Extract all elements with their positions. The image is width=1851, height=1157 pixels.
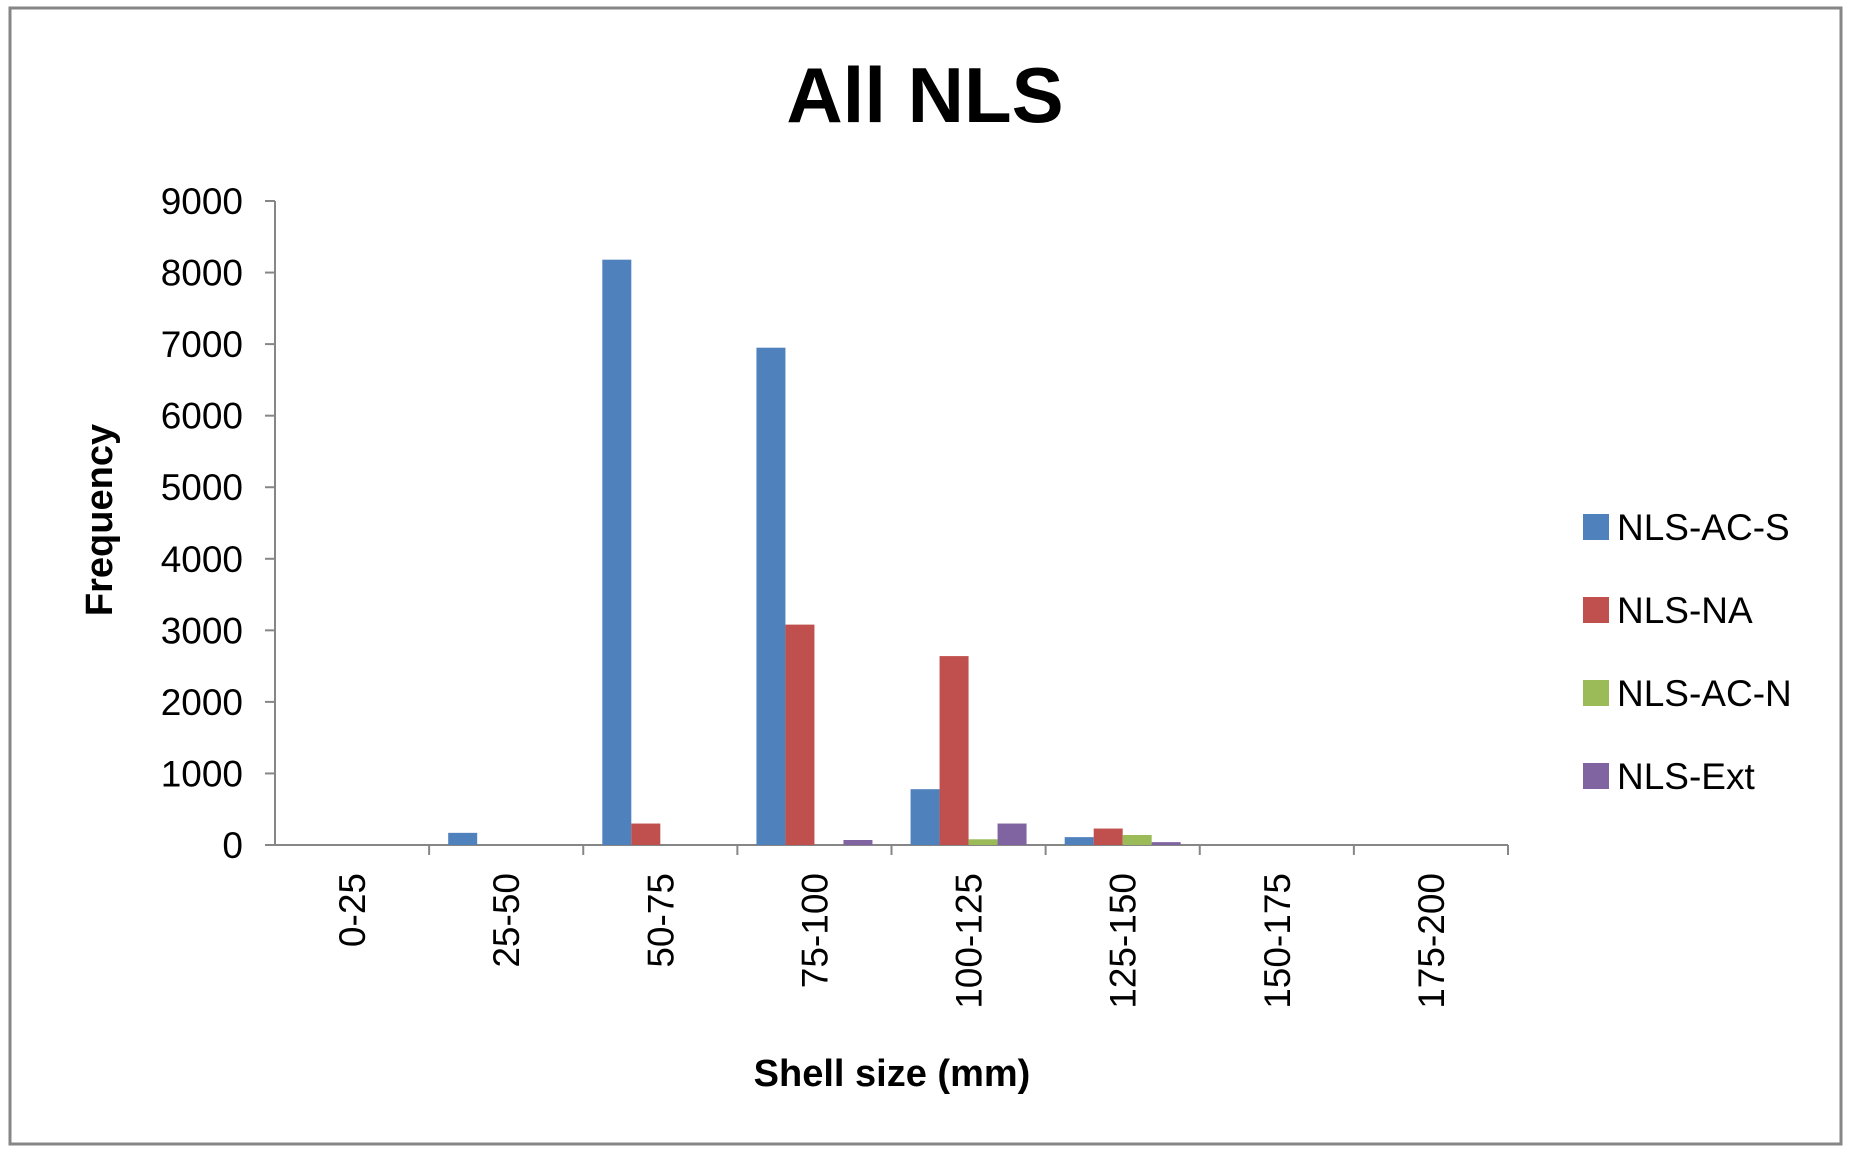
y-axis-title: Frequency <box>79 424 121 616</box>
bar <box>785 624 815 845</box>
bar <box>1093 828 1123 845</box>
x-tick-label: 0-25 <box>332 873 373 947</box>
legend-swatch <box>1583 597 1609 623</box>
legend-label: NLS-AC-N <box>1617 673 1792 714</box>
x-tick-label: 150-175 <box>1257 873 1298 1009</box>
legend-swatch <box>1583 514 1609 540</box>
bar <box>756 347 786 845</box>
bar <box>843 839 873 845</box>
bar <box>910 789 940 845</box>
y-tick-label: 0 <box>222 825 243 866</box>
y-tick-label: 2000 <box>161 682 243 723</box>
chart-title: All NLS <box>786 51 1063 139</box>
bar <box>631 823 661 845</box>
x-tick-label: 50-75 <box>640 873 681 968</box>
x-tick-label: 75-100 <box>794 873 835 988</box>
y-tick-label: 5000 <box>161 467 243 508</box>
x-tick-label: 125-150 <box>1103 873 1144 1009</box>
y-tick-label: 6000 <box>161 396 243 437</box>
legend-swatch <box>1583 680 1609 706</box>
legend: NLS-AC-S NLS-NA NLS-AC-N NLS-Ext <box>1583 507 1792 797</box>
y-tick-label: 8000 <box>161 253 243 294</box>
bar <box>997 823 1027 845</box>
x-axis-title: Shell size (mm) <box>754 1053 1031 1095</box>
y-tick-label: 1000 <box>161 753 243 794</box>
x-tick-label: 25-50 <box>486 873 527 968</box>
legend-swatch <box>1583 763 1609 789</box>
legend-label: NLS-Ext <box>1617 756 1755 797</box>
legend-label: NLS-NA <box>1617 590 1753 631</box>
y-tick-label: 7000 <box>161 324 243 365</box>
bar <box>448 832 478 845</box>
bar <box>968 839 998 845</box>
x-tick-label: 175-200 <box>1411 873 1452 1009</box>
bar <box>1151 842 1181 845</box>
plot-layer: 0 1000 2000 3000 4000 5000 6000 7000 8000 9000 0-2… <box>161 181 1509 1009</box>
bar <box>1064 837 1094 845</box>
legend-label: NLS-AC-S <box>1617 507 1790 548</box>
bar <box>939 656 969 845</box>
y-tick-label: 3000 <box>161 610 243 651</box>
bar <box>602 259 632 846</box>
y-tick-label: 9000 <box>161 181 243 222</box>
x-tick-label: 100-125 <box>949 873 990 1009</box>
bar <box>1122 834 1152 845</box>
chart-border <box>8 6 1843 1146</box>
y-tick-label: 4000 <box>161 539 243 580</box>
